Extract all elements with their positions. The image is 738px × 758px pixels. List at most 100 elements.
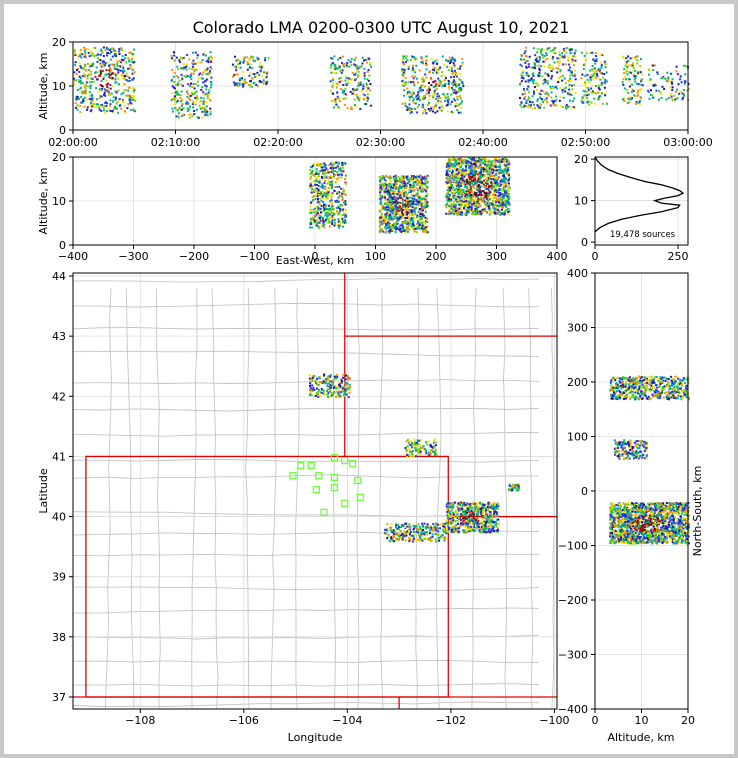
source-point	[557, 64, 560, 67]
x-tick-label: 02:10:00	[151, 136, 200, 149]
source-point	[537, 105, 540, 108]
source-point	[195, 99, 198, 102]
source-point	[192, 83, 195, 85]
source-point	[99, 53, 102, 56]
source-point	[331, 193, 333, 196]
source-point	[311, 196, 314, 199]
source-point	[446, 176, 449, 179]
source-point	[406, 219, 409, 222]
source-point	[503, 175, 505, 178]
source-point	[460, 208, 463, 211]
source-point	[383, 183, 385, 186]
source-point	[479, 173, 482, 176]
source-point	[499, 196, 502, 199]
source-point	[132, 108, 135, 111]
source-point	[337, 173, 339, 176]
source-point	[527, 85, 530, 88]
source-point	[127, 86, 130, 89]
source-point	[399, 194, 402, 197]
source-point	[538, 92, 541, 95]
source-point	[186, 89, 189, 92]
source-point	[191, 115, 194, 118]
source-point	[201, 116, 204, 119]
source-point	[379, 201, 382, 204]
source-point	[384, 213, 387, 216]
source-point	[315, 393, 318, 395]
source-point	[574, 55, 577, 58]
source-point	[455, 84, 458, 87]
source-point	[360, 65, 363, 68]
source-point	[97, 103, 99, 106]
source-point	[379, 198, 382, 201]
source-point	[538, 56, 541, 59]
source-point	[354, 79, 356, 81]
source-point	[115, 55, 117, 57]
source-point	[336, 172, 339, 175]
source-point	[193, 69, 196, 72]
source-point	[409, 112, 412, 115]
source-point	[498, 166, 501, 169]
source-point	[244, 81, 247, 84]
source-point	[442, 93, 445, 96]
source-point	[129, 101, 132, 104]
source-point	[88, 73, 90, 76]
source-point	[551, 65, 554, 68]
source-point	[369, 83, 372, 85]
source-point	[449, 59, 452, 61]
source-point	[330, 202, 333, 205]
source-point	[406, 217, 409, 219]
source-point	[649, 78, 652, 81]
source-point	[89, 104, 92, 107]
source-point	[411, 177, 414, 180]
source-point	[106, 52, 109, 55]
source-point	[683, 64, 686, 67]
source-point	[401, 201, 404, 204]
source-point	[351, 71, 354, 74]
source-point	[484, 160, 487, 163]
source-point	[585, 52, 588, 55]
source-point	[384, 231, 387, 234]
source-point	[369, 62, 372, 64]
source-point	[448, 85, 450, 88]
source-point	[458, 97, 461, 100]
source-point	[418, 227, 421, 230]
source-point	[340, 220, 343, 223]
source-point	[623, 100, 626, 102]
source-point	[316, 162, 319, 165]
source-point	[489, 211, 492, 214]
source-point	[498, 196, 501, 199]
source-point	[484, 163, 487, 166]
source-point	[242, 80, 245, 83]
source-point	[248, 56, 251, 59]
source-point	[477, 164, 480, 167]
source-point	[431, 110, 434, 113]
source-point	[113, 54, 116, 57]
source-point	[235, 68, 238, 71]
source-point	[597, 87, 600, 90]
source-point	[640, 58, 642, 60]
source-point	[494, 181, 497, 184]
source-point	[631, 56, 634, 59]
source-point	[426, 206, 429, 208]
source-point	[326, 182, 329, 185]
source-point	[477, 177, 480, 180]
source-point	[466, 178, 468, 181]
source-point	[586, 97, 589, 99]
source-point	[630, 71, 633, 74]
source-point	[324, 214, 327, 217]
source-point	[394, 180, 397, 183]
source-point	[453, 194, 456, 197]
source-point	[326, 217, 329, 220]
source-point	[493, 204, 496, 207]
source-point	[457, 213, 460, 215]
source-point	[403, 63, 406, 66]
source-point	[558, 99, 561, 102]
source-point	[455, 91, 458, 94]
source-point	[74, 52, 77, 55]
source-point	[191, 86, 194, 89]
source-point	[537, 74, 540, 76]
source-point	[417, 226, 420, 229]
source-point	[405, 221, 408, 224]
source-point	[470, 194, 473, 196]
source-point	[452, 74, 454, 77]
